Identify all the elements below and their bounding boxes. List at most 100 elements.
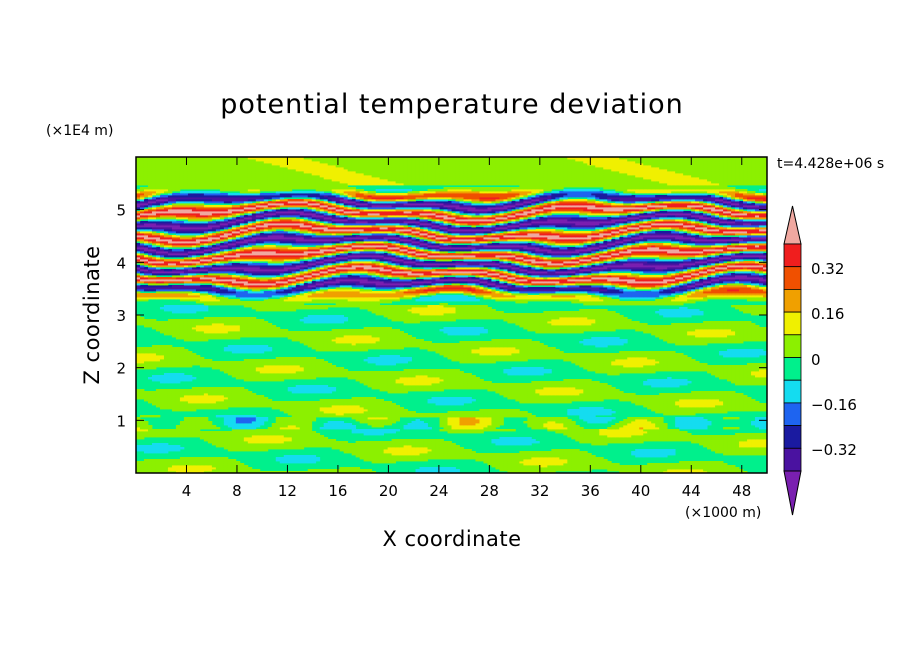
field-cell bbox=[763, 423, 768, 426]
field-cell bbox=[755, 409, 760, 412]
field-cell bbox=[163, 399, 169, 402]
field-cell bbox=[399, 445, 404, 448]
field-cell bbox=[487, 455, 492, 458]
field-cell bbox=[375, 375, 381, 378]
field-cell bbox=[215, 397, 221, 400]
field-cell bbox=[667, 463, 672, 466]
field-cell bbox=[531, 399, 536, 402]
field-cell bbox=[387, 371, 392, 374]
field-cell bbox=[136, 427, 141, 430]
field-cell bbox=[639, 395, 644, 398]
field-cell bbox=[299, 447, 305, 450]
field-cell bbox=[683, 471, 688, 474]
field-cell bbox=[335, 399, 341, 402]
field-cell bbox=[647, 403, 652, 406]
field-cell bbox=[595, 467, 600, 470]
field-cell bbox=[207, 407, 213, 410]
field-cell bbox=[635, 467, 640, 470]
field-cell bbox=[747, 439, 752, 442]
field-cell bbox=[511, 415, 516, 418]
field-cell bbox=[343, 423, 349, 426]
field-cell bbox=[136, 393, 141, 396]
field-cell bbox=[215, 365, 221, 368]
field-cell bbox=[167, 405, 173, 408]
field-cell bbox=[467, 451, 472, 454]
field-cell bbox=[571, 431, 576, 434]
field-cell bbox=[203, 417, 209, 420]
field-cell bbox=[743, 367, 748, 370]
field-cell bbox=[623, 393, 628, 396]
field-cell bbox=[691, 463, 696, 466]
field-cell bbox=[579, 417, 584, 420]
field-cell bbox=[359, 373, 365, 376]
field-cell bbox=[171, 461, 177, 464]
field-cell bbox=[179, 421, 185, 424]
field-cell bbox=[455, 447, 460, 450]
field-cell bbox=[143, 459, 149, 462]
field-cell bbox=[163, 445, 169, 448]
field-cell bbox=[375, 423, 381, 426]
field-cell bbox=[547, 387, 552, 390]
field-cell bbox=[163, 459, 169, 462]
field-cell bbox=[151, 379, 157, 382]
field-cell bbox=[283, 437, 289, 440]
field-cell bbox=[699, 417, 704, 420]
field-cell bbox=[383, 445, 388, 448]
field-cell bbox=[719, 365, 724, 368]
field-cell bbox=[563, 397, 568, 400]
field-cell bbox=[343, 371, 349, 374]
field-cell bbox=[259, 405, 265, 408]
field-cell bbox=[547, 419, 552, 422]
field-cell bbox=[463, 429, 468, 432]
field-cell bbox=[599, 465, 604, 468]
field-cell bbox=[195, 389, 201, 392]
field-cell bbox=[611, 467, 616, 470]
field-cell bbox=[155, 471, 161, 474]
field-cell bbox=[383, 419, 388, 422]
field-cell bbox=[415, 449, 420, 452]
field-cell bbox=[675, 471, 680, 474]
field-cell bbox=[719, 395, 724, 398]
field-cell bbox=[263, 431, 269, 434]
field-cell bbox=[751, 435, 756, 438]
field-cell bbox=[519, 441, 524, 444]
field-cell bbox=[503, 415, 508, 418]
field-cell bbox=[399, 457, 404, 460]
field-cell bbox=[479, 413, 484, 416]
field-cell bbox=[355, 375, 361, 378]
field-cell bbox=[355, 431, 361, 434]
field-cell bbox=[391, 377, 396, 380]
field-cell bbox=[351, 413, 357, 416]
field-cell bbox=[643, 453, 648, 456]
field-cell bbox=[715, 443, 720, 446]
field-cell bbox=[663, 429, 668, 432]
field-cell bbox=[223, 437, 229, 440]
field-cell bbox=[291, 411, 297, 414]
field-cell bbox=[415, 373, 420, 376]
field-cell bbox=[371, 403, 377, 406]
field-cell bbox=[395, 453, 400, 456]
field-cell bbox=[515, 369, 520, 372]
field-cell bbox=[571, 425, 576, 428]
field-cell bbox=[451, 427, 456, 430]
field-cell bbox=[327, 445, 333, 448]
field-cell bbox=[227, 439, 233, 442]
field-cell bbox=[147, 367, 153, 370]
field-cell bbox=[731, 407, 736, 410]
field-cell bbox=[147, 465, 153, 468]
field-cell bbox=[219, 435, 225, 438]
field-cell bbox=[595, 409, 600, 412]
field-cell bbox=[195, 407, 201, 410]
field-cell bbox=[727, 407, 732, 410]
field-cell bbox=[255, 437, 261, 440]
field-cell bbox=[231, 367, 237, 370]
field-cell bbox=[251, 449, 257, 452]
field-cell bbox=[379, 443, 384, 446]
field-cell bbox=[531, 461, 536, 464]
field-cell bbox=[555, 449, 560, 452]
field-cell bbox=[411, 427, 416, 430]
field-cell bbox=[635, 469, 640, 472]
field-cell bbox=[579, 389, 584, 392]
field-cell bbox=[755, 425, 760, 428]
field-cell bbox=[751, 373, 756, 376]
